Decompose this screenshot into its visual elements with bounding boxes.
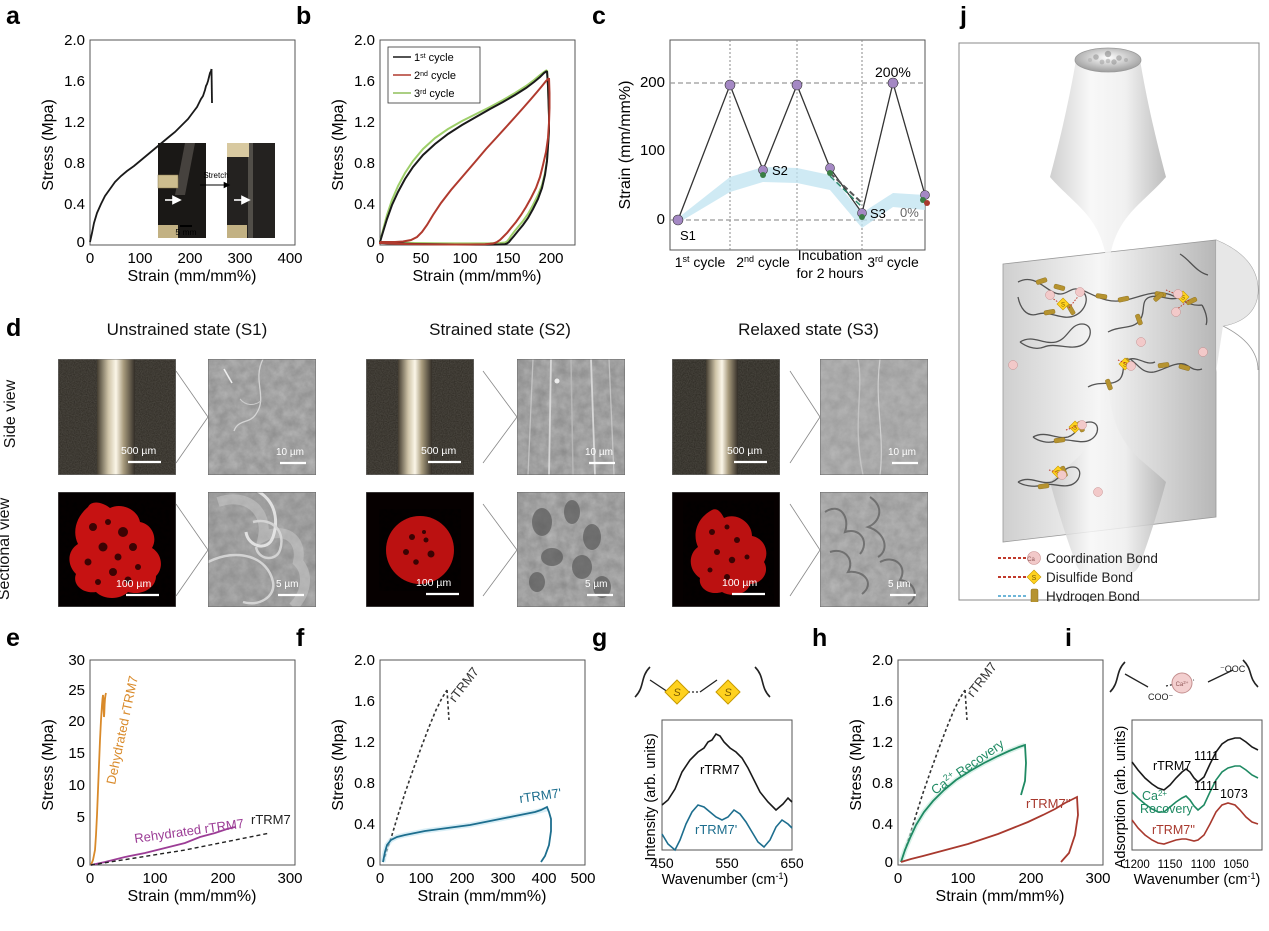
svg-text:S: S [724,687,732,699]
svg-text:0: 0 [86,870,94,887]
svg-text:rTRM7: rTRM7 [964,659,1000,700]
svg-text:rTRM7: rTRM7 [446,664,482,705]
svg-text:0.8: 0.8 [872,775,893,792]
svg-text:1100: 1100 [1191,859,1216,871]
svg-text:Strain (mm/mm%): Strain (mm/mm%) [936,888,1065,905]
svg-text:0: 0 [367,854,375,871]
svg-text:Stress (Mpa): Stress (Mpa) [330,719,347,811]
svg-text:0: 0 [376,870,384,887]
svg-text:100: 100 [142,870,167,887]
svg-text:100: 100 [950,870,975,887]
svg-text:Stress (Mpa): Stress (Mpa) [40,719,57,811]
svg-text:Intensity (arb. units): Intensity (arb. units) [643,733,659,860]
svg-text:Strain (mm/mm%): Strain (mm/mm%) [128,888,257,905]
svg-text:550: 550 [715,855,739,871]
svg-text:Coordination Bond: Coordination Bond [1046,551,1158,566]
svg-text:COO⁻: COO⁻ [1148,692,1174,702]
svg-text:1.6: 1.6 [872,693,893,710]
svg-text:Ca2+: Ca2+ [1142,789,1167,804]
svg-text:S: S [1032,575,1037,582]
svg-text:1.2: 1.2 [872,734,893,751]
svg-text:1150: 1150 [1158,859,1183,871]
svg-text:Ca: Ca [1027,557,1035,563]
svg-text:rTRM7: rTRM7 [700,762,740,777]
svg-text:rTRM7': rTRM7' [695,822,737,837]
svg-text:100: 100 [408,870,433,887]
svg-text:Disulfide Bond: Disulfide Bond [1046,570,1133,585]
svg-text:0.4: 0.4 [872,816,893,833]
svg-text:S: S [1061,303,1065,309]
svg-text:2.0: 2.0 [872,655,893,669]
svg-text:Adsorption (arb. units): Adsorption (arb. units) [1113,726,1129,869]
svg-text:400: 400 [531,870,556,887]
svg-text:⁻OOC: ⁻OOC [1220,664,1246,674]
svg-text:rTRM7'': rTRM7'' [1026,796,1071,811]
svg-text:200: 200 [1018,870,1043,887]
svg-text:450: 450 [650,855,674,871]
svg-text:0: 0 [894,870,902,887]
svg-text:1.6: 1.6 [354,693,375,710]
svg-text:1111: 1111 [1194,779,1219,793]
svg-text:20: 20 [68,713,85,730]
svg-text:2.0: 2.0 [354,655,375,669]
svg-text:Recovery: Recovery [1140,802,1194,816]
svg-text:500: 500 [570,870,595,887]
svg-text:Wavenumber (cm-1): Wavenumber (cm-1) [1134,871,1261,888]
svg-text:1.2: 1.2 [354,734,375,751]
svg-text:30: 30 [68,655,85,669]
svg-text:5: 5 [77,809,85,826]
svg-text:rTRM7: rTRM7 [251,812,291,827]
svg-text:Dehydrated rTRM7: Dehydrated rTRM7 [103,674,141,785]
svg-text:1111: 1111 [1194,749,1219,763]
svg-text:200: 200 [449,870,474,887]
svg-text:Ca2+ Recovery: Ca2+ Recovery [928,735,1008,797]
svg-text:rTRM7'': rTRM7'' [1152,823,1195,837]
svg-text:Wavenumber (cm-1): Wavenumber (cm-1) [662,871,789,888]
svg-text:10: 10 [68,777,85,794]
svg-text:0: 0 [77,854,85,871]
svg-text:1073: 1073 [1220,787,1248,801]
svg-text:Stress (Mpa): Stress (Mpa) [848,719,865,811]
svg-text:0.4: 0.4 [354,816,375,833]
svg-text:650: 650 [780,855,804,871]
svg-text:300: 300 [490,870,515,887]
svg-text:25: 25 [68,682,85,699]
svg-text:0: 0 [885,854,893,871]
svg-text:0.8: 0.8 [354,775,375,792]
svg-text:rTRM7': rTRM7' [518,785,562,806]
svg-text:15: 15 [68,745,85,762]
svg-text:300: 300 [277,870,302,887]
svg-text:200: 200 [210,870,235,887]
svg-text:1200: 1200 [1124,859,1150,871]
svg-text:S: S [673,687,681,699]
svg-text:rTRM7: rTRM7 [1153,759,1191,773]
svg-text:1050: 1050 [1223,859,1249,871]
svg-text:Hydrogen Bond: Hydrogen Bond [1046,589,1140,602]
svg-text:Strain (mm/mm%): Strain (mm/mm%) [418,888,547,905]
